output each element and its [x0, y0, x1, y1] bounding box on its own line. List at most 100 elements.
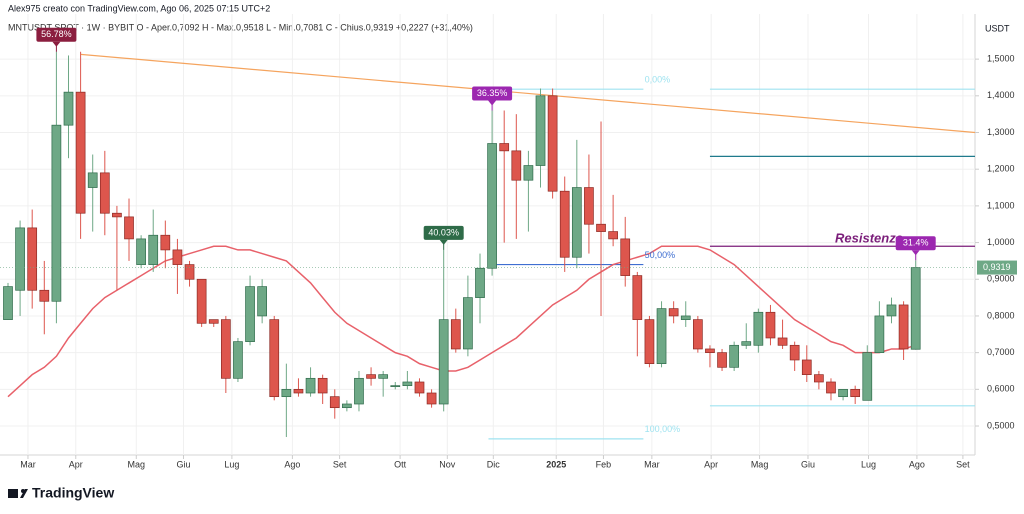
y-tick-label: 1,4000: [987, 90, 1015, 100]
x-tick-label: Nov: [439, 459, 456, 469]
candle-body: [51, 124, 62, 302]
candle-body: [257, 286, 267, 317]
candle-body: [692, 319, 703, 350]
x-tick-label: Mar: [644, 459, 660, 469]
candle-body: [87, 172, 98, 188]
candle-body: [233, 341, 243, 379]
candle-body: [584, 187, 594, 225]
callout-pointer: [911, 250, 920, 256]
candle-body: [245, 286, 255, 342]
logo-mark: [20, 489, 28, 498]
level-label: 100,00%: [645, 424, 681, 434]
callout-box: [423, 225, 464, 240]
candle-body: [269, 319, 280, 398]
candle-body: [99, 172, 110, 214]
candle-body: [705, 348, 715, 353]
x-tick-label: Set: [956, 459, 970, 469]
candle-body: [668, 308, 679, 317]
x-tick-label: Giu: [801, 459, 815, 469]
callout-label: 31.4%: [903, 238, 929, 248]
y-tick-label: 0,6000: [987, 384, 1015, 394]
candle-body: [438, 319, 449, 405]
moving-average: [7, 245, 916, 398]
y-tick-label: 0,5000: [987, 420, 1015, 430]
candle-body: [717, 352, 727, 368]
x-tick-label: Apr: [69, 459, 83, 469]
candle-body: [487, 143, 497, 269]
candle-body: [426, 392, 437, 405]
candle-body: [317, 377, 328, 394]
y-tick-label: 1,1000: [987, 200, 1015, 210]
candle-body: [354, 377, 364, 405]
candle-body: [450, 319, 461, 350]
candle-body: [475, 267, 485, 298]
y-tick-label: 1,3000: [987, 127, 1015, 137]
candle-body: [874, 315, 885, 353]
logo-mark: [8, 489, 18, 498]
candle-body: [511, 150, 522, 181]
candle-body: [910, 267, 921, 350]
candle-body: [414, 381, 425, 394]
level-label: Resistenza: [835, 231, 903, 246]
candle-body: [160, 234, 171, 251]
x-tick-label: Set: [333, 459, 347, 469]
candle-body: [39, 289, 50, 302]
level-label: 0,00%: [645, 75, 671, 85]
candle-body: [402, 381, 413, 387]
candle-body: [777, 337, 788, 346]
candle-body: [136, 238, 146, 265]
candle-body: [850, 388, 861, 398]
candle-body: [789, 344, 800, 361]
candle-body: [523, 165, 534, 181]
x-tick-label: Lug: [861, 459, 876, 469]
x-tick-label: 2025: [546, 459, 566, 469]
candle-body: [814, 374, 824, 383]
candle-body: [124, 216, 134, 240]
candle-body: [644, 319, 655, 364]
candle-body: [75, 91, 86, 214]
callout-label: 36.35%: [477, 88, 508, 98]
candle-body: [366, 374, 376, 379]
x-tick-label: Ago: [909, 459, 925, 469]
callout-pointer: [488, 100, 497, 106]
legend: MNTUSDT SPOT · 1W · BYBIT O - Aper.0,709…: [8, 22, 473, 32]
candle-body: [112, 212, 122, 218]
candle-body: [378, 374, 389, 379]
x-tick-label: Mar: [20, 459, 36, 469]
candle-body: [753, 311, 764, 346]
candle-body: [741, 341, 752, 346]
candle-body: [15, 227, 25, 291]
candle-body: [620, 238, 631, 276]
x-tick-label: Mag: [128, 459, 146, 469]
y-tick-label: 0,7000: [987, 347, 1015, 357]
candle-body: [293, 388, 304, 394]
candle-body: [172, 249, 183, 265]
x-tick-label: Ago: [284, 459, 300, 469]
candle-body: [148, 234, 159, 265]
candle-body: [656, 308, 667, 364]
candle-body: [535, 95, 546, 166]
last-price-box: [977, 260, 1017, 275]
candle-body: [886, 304, 897, 317]
candle-body: [680, 315, 691, 320]
candle-body: [547, 95, 558, 192]
candle-body: [3, 286, 13, 320]
candle-body: [342, 403, 352, 409]
x-tick-label: Mag: [751, 459, 769, 469]
candle-body: [329, 396, 340, 409]
x-tick-label: Giu: [176, 459, 190, 469]
candle-body: [801, 359, 812, 376]
callout-box: [895, 236, 936, 251]
candle-body: [862, 352, 873, 401]
callout-label: 56.78%: [41, 29, 72, 39]
trendline: [80, 53, 976, 134]
x-tick-label: Ott: [394, 459, 407, 469]
candle-body: [632, 275, 643, 320]
x-tick-label: Dic: [487, 459, 500, 469]
candle-body: [27, 227, 38, 291]
candle-body: [765, 311, 776, 339]
x-tick-label: Apr: [704, 459, 718, 469]
candle-body: [571, 187, 582, 258]
candle-body: [208, 319, 219, 324]
